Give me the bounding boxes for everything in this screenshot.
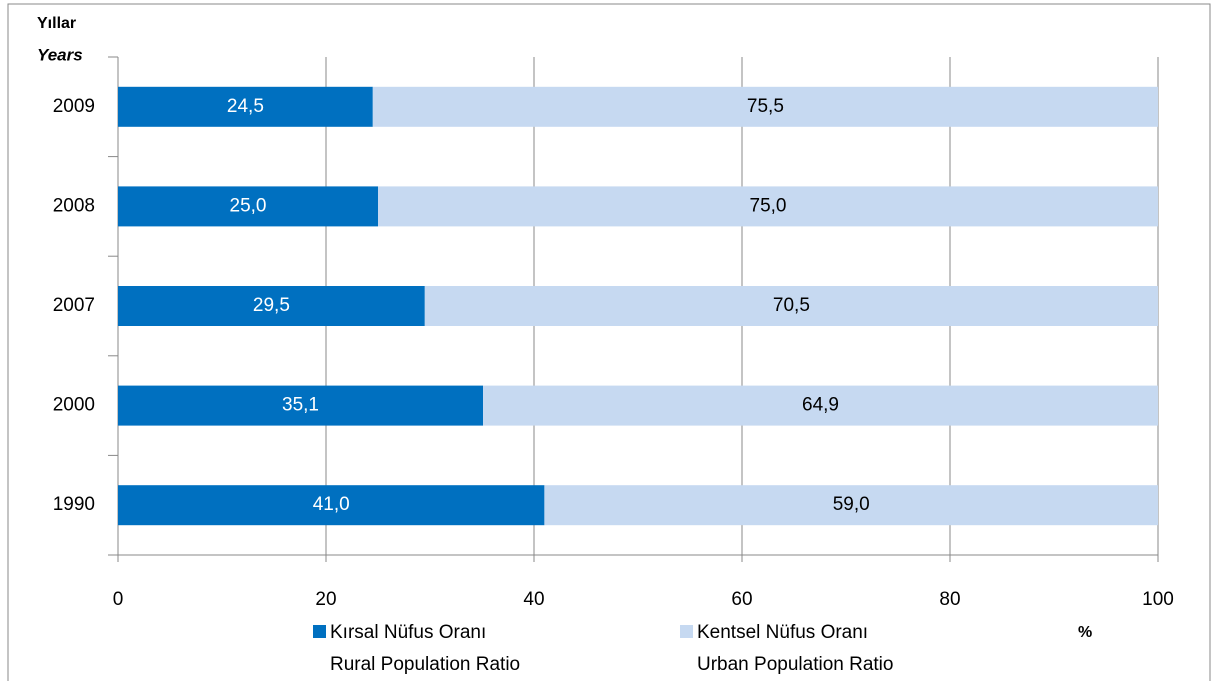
data-label: 35,1 bbox=[282, 395, 319, 416]
bar-segment bbox=[544, 485, 1158, 526]
bar-segment bbox=[118, 286, 425, 326]
bar-segment bbox=[483, 385, 1158, 426]
bar-segment bbox=[118, 385, 484, 426]
bar-segment bbox=[424, 286, 1158, 326]
bar-segment bbox=[372, 86, 1158, 127]
y-axis-title-en: Years bbox=[37, 45, 83, 64]
data-label: 24,5 bbox=[227, 96, 264, 117]
legend-label-en: Urban Population Ratio bbox=[697, 654, 893, 675]
bar-segment bbox=[118, 86, 373, 127]
chart-frame bbox=[7, 3, 1211, 681]
x-tick-label: 100 bbox=[1142, 589, 1174, 610]
data-label: 75,5 bbox=[747, 96, 784, 117]
bar-segment bbox=[378, 186, 1158, 227]
data-label: 29,5 bbox=[253, 295, 290, 316]
y-tick-label: 2007 bbox=[53, 295, 95, 316]
data-label: 70,5 bbox=[773, 295, 810, 316]
data-label: 25,0 bbox=[230, 195, 267, 216]
y-tick-label: 2009 bbox=[53, 96, 95, 117]
data-label: 75,0 bbox=[750, 195, 787, 216]
data-label: 64,9 bbox=[802, 395, 839, 416]
y-tick-label: 1990 bbox=[53, 494, 95, 515]
y-axis-title: Yıllar bbox=[37, 15, 76, 32]
x-tick-label: 20 bbox=[315, 589, 336, 610]
data-label: 59,0 bbox=[833, 494, 870, 515]
y-tick-label: 2008 bbox=[53, 195, 95, 216]
x-tick-label: 60 bbox=[731, 589, 752, 610]
x-tick-label: 40 bbox=[523, 589, 544, 610]
legend-swatch bbox=[680, 625, 693, 638]
bar-segment bbox=[118, 485, 545, 526]
legend-label-en: Rural Population Ratio bbox=[330, 654, 520, 675]
bar-segment bbox=[118, 186, 378, 227]
y-tick-label: 2000 bbox=[53, 395, 95, 416]
x-tick-label: 0 bbox=[113, 589, 124, 610]
legend-swatch bbox=[313, 625, 326, 638]
legend-label: Kentsel Nüfus Oranı bbox=[697, 622, 868, 643]
legend-label: Kırsal Nüfus Oranı bbox=[330, 622, 486, 643]
x-axis-title: % bbox=[1078, 624, 1092, 641]
x-tick-label: 80 bbox=[939, 589, 960, 610]
data-label: 41,0 bbox=[313, 494, 350, 515]
